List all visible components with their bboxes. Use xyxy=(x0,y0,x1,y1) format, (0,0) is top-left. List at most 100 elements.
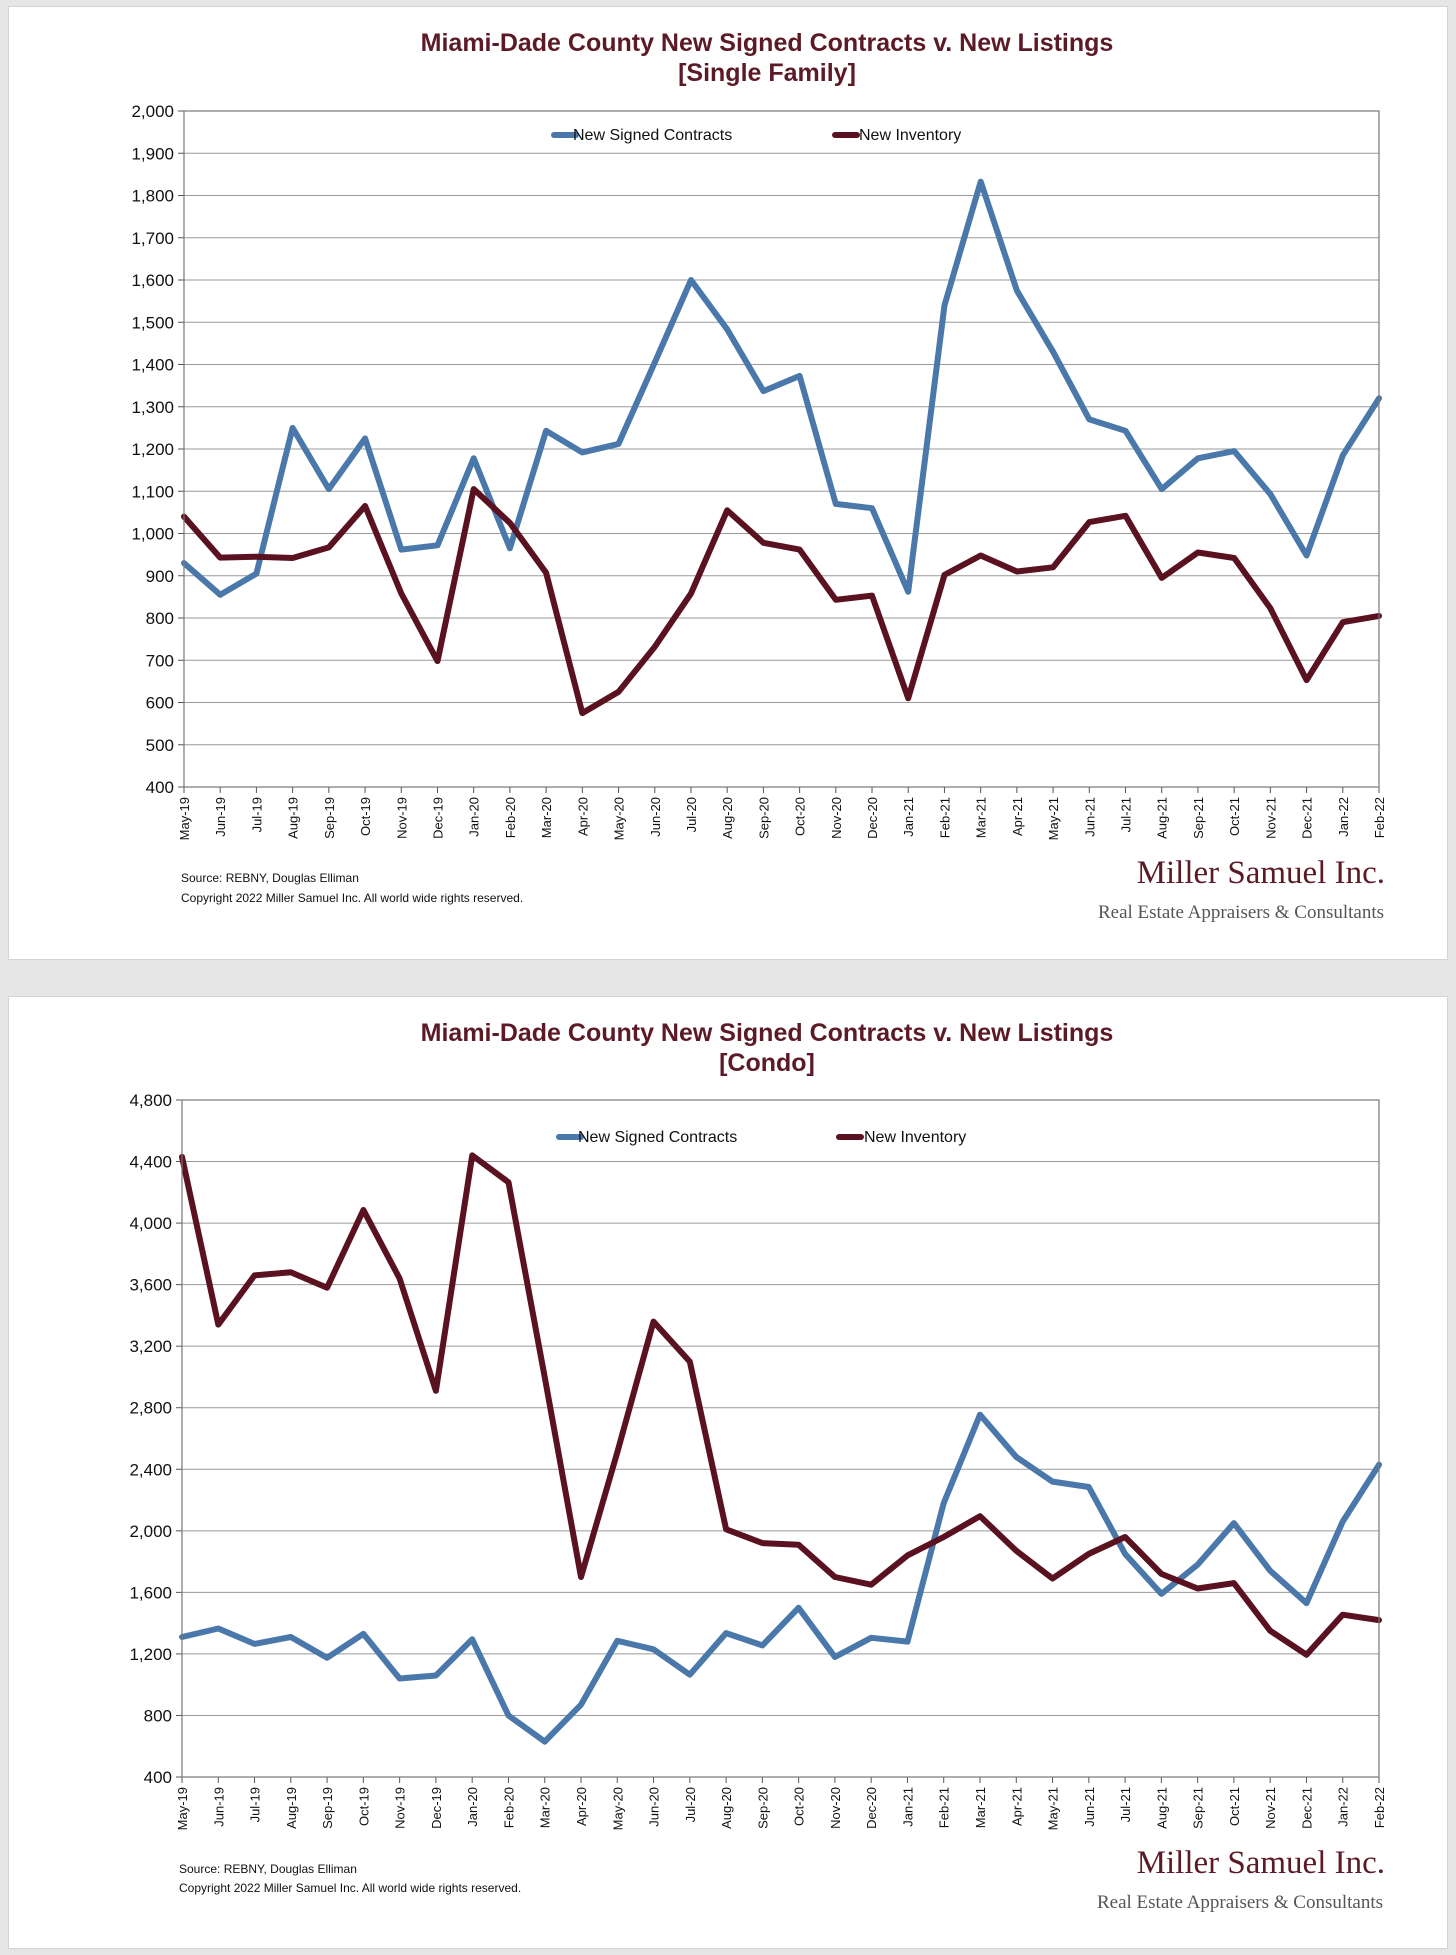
data-point-new-signed-contracts xyxy=(687,1672,693,1678)
x-tick-label: Nov-21 xyxy=(1263,1787,1278,1829)
data-point-new-signed-contracts xyxy=(324,1655,330,1661)
data-point-new-inventory xyxy=(1267,1628,1273,1634)
data-point-new-inventory xyxy=(651,1319,656,1325)
data-point-new-inventory xyxy=(614,1449,620,1455)
data-point-new-inventory xyxy=(1158,1571,1164,1577)
series-line-new-signed-contracts xyxy=(179,1411,1382,1745)
data-point-new-signed-contracts xyxy=(941,1500,947,1506)
x-tick-label: Jun-20 xyxy=(647,1787,662,1827)
x-tick-label: Dec-21 xyxy=(1300,797,1315,839)
y-tick-label: 900 xyxy=(146,567,174,586)
data-point-new-signed-contracts xyxy=(217,592,223,598)
y-tick-label: 3,600 xyxy=(129,1276,172,1295)
x-tick-label: Feb-22 xyxy=(1372,797,1387,838)
data-point-new-signed-contracts xyxy=(1086,1484,1092,1490)
copyright-note: Copyright 2022 Miller Samuel Inc. All wo… xyxy=(181,891,523,905)
x-tick-label: Sep-21 xyxy=(1191,1787,1206,1829)
data-point-new-inventory xyxy=(542,1374,548,1380)
data-point-new-signed-contracts xyxy=(507,545,513,551)
y-tick-label: 3,200 xyxy=(129,1337,172,1356)
data-point-new-inventory xyxy=(723,1526,729,1532)
y-tick-label: 2,000 xyxy=(129,1522,172,1541)
y-tick-label: 4,400 xyxy=(129,1153,172,1172)
x-tick-label: May-19 xyxy=(175,1787,190,1830)
data-point-new-signed-contracts xyxy=(905,589,911,595)
data-point-new-signed-contracts xyxy=(977,1412,983,1418)
data-point-new-inventory xyxy=(1123,513,1128,519)
chart-title: Miami-Dade County New Signed Contracts v… xyxy=(421,1019,1114,1047)
y-tick-label: 1,200 xyxy=(131,440,174,459)
data-point-new-inventory xyxy=(687,1359,693,1365)
data-point-new-signed-contracts xyxy=(1050,1479,1055,1485)
data-point-new-signed-contracts xyxy=(1304,553,1310,558)
data-point-new-inventory xyxy=(433,1388,439,1394)
x-tick-label: Apr-21 xyxy=(1010,797,1025,836)
y-axis: 400 500 600 700 800 900 1,000 1,100 1,200 1,300 1,… xyxy=(131,102,184,797)
data-point-new-inventory xyxy=(1231,1580,1237,1586)
data-point-new-signed-contracts xyxy=(723,1630,729,1636)
data-point-new-inventory xyxy=(1231,555,1237,561)
data-point-new-inventory xyxy=(905,1552,910,1558)
legend: New Signed Contracts New Inventory xyxy=(556,1129,966,1146)
data-point-new-signed-contracts xyxy=(1158,1591,1164,1597)
x-tick-label: Jan-21 xyxy=(901,797,916,837)
series-lines xyxy=(181,178,1382,717)
source-note: Source: REBNY, Douglas Elliman xyxy=(181,871,359,885)
data-point-new-inventory xyxy=(290,555,296,561)
x-tick-label: Nov-19 xyxy=(394,797,409,839)
data-point-new-inventory xyxy=(1122,1534,1128,1540)
y-tick-label: 1,000 xyxy=(131,525,174,544)
y-tick-label: 1,900 xyxy=(131,144,174,163)
data-point-new-signed-contracts xyxy=(869,505,875,511)
data-point-new-signed-contracts xyxy=(1340,452,1346,458)
data-point-new-inventory xyxy=(797,547,803,553)
data-point-new-inventory xyxy=(942,572,947,578)
data-point-new-signed-contracts xyxy=(579,449,585,455)
data-point-new-inventory xyxy=(217,555,223,561)
x-tick-label: Jun-19 xyxy=(211,1787,226,1827)
data-point-new-inventory xyxy=(1013,1548,1019,1554)
x-tick-label: Dec-20 xyxy=(865,797,880,839)
data-point-new-inventory xyxy=(397,1276,403,1281)
x-tick-label: Mar-21 xyxy=(974,797,989,838)
chart-panel-single-family: Miami-Dade County New Signed Contracts v… xyxy=(8,6,1448,960)
data-point-new-inventory xyxy=(398,591,404,596)
data-point-new-signed-contracts xyxy=(688,277,694,283)
plot-frame xyxy=(181,1099,1380,1778)
data-point-new-inventory xyxy=(1340,619,1346,625)
data-point-new-inventory xyxy=(832,1574,838,1580)
y-axis: 400 800 1,200 1,600 2,000 2,400 2,800 3,200 3,60… xyxy=(129,1091,182,1787)
data-point-new-signed-contracts xyxy=(832,1654,838,1660)
x-tick-label: Nov-19 xyxy=(393,1787,408,1829)
data-point-new-inventory xyxy=(1195,1586,1201,1591)
chart-condo: Miami-Dade County New Signed Contracts v… xyxy=(129,1019,1387,1913)
x-tick-label: Aug-19 xyxy=(284,1787,299,1829)
x-tick-label: Jun-19 xyxy=(213,797,228,837)
x-tick-label: Mar-20 xyxy=(539,797,554,838)
data-point-new-signed-contracts xyxy=(1159,486,1165,492)
data-point-new-signed-contracts xyxy=(435,542,440,548)
data-point-new-signed-contracts xyxy=(942,302,947,308)
data-point-new-signed-contracts xyxy=(1050,349,1056,355)
legend: New Signed Contracts New Inventory xyxy=(551,127,961,144)
data-point-new-inventory xyxy=(324,1285,330,1291)
data-point-new-signed-contracts xyxy=(1267,491,1273,497)
x-tick-label: May-21 xyxy=(1046,1787,1061,1830)
data-point-new-inventory xyxy=(288,1269,294,1275)
data-point-new-inventory xyxy=(977,1513,983,1519)
data-point-new-inventory xyxy=(1159,575,1165,581)
x-axis: May-19 Jun-19 Jul-19 Aug-19 Sep-19 Oct-19 Nov-… xyxy=(175,1777,1387,1830)
y-tick-label: 800 xyxy=(146,609,174,628)
data-point-new-inventory xyxy=(215,1322,221,1328)
data-point-new-signed-contracts xyxy=(1267,1568,1273,1574)
data-point-new-inventory xyxy=(616,689,621,695)
y-tick-label: 1,600 xyxy=(129,1583,172,1602)
chart-subtitle: [Condo] xyxy=(719,1049,815,1077)
copyright-note: Copyright 2022 Miller Samuel Inc. All wo… xyxy=(179,1881,521,1895)
x-tick-label: Jul-21 xyxy=(1118,1787,1133,1822)
data-point-new-signed-contracts xyxy=(290,425,296,431)
x-tick-label: Dec-20 xyxy=(864,1787,879,1829)
x-tick-label: Oct-20 xyxy=(793,797,808,836)
data-point-new-inventory xyxy=(1195,550,1201,555)
x-tick-label: Sep-20 xyxy=(755,1787,770,1829)
